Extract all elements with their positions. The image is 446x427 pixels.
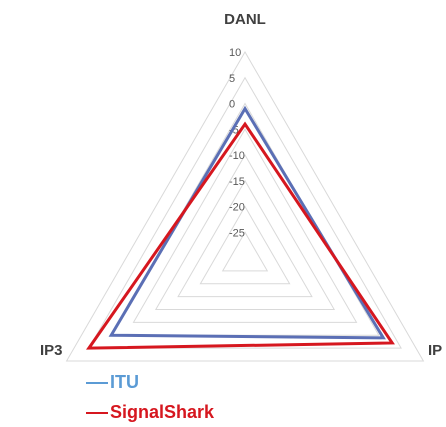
legend-label-itu: ITU <box>110 372 139 392</box>
tick-label: 10 <box>229 47 241 59</box>
grid-ring <box>177 179 313 298</box>
grid-ring <box>65 51 425 362</box>
axis-label-danl: DANL <box>224 11 266 28</box>
grid-ring <box>132 128 358 323</box>
legend-item-itu: ITU <box>86 372 139 393</box>
series-line-itu <box>108 105 386 340</box>
grid-ring <box>199 205 291 285</box>
tick-label: -15 <box>229 176 245 188</box>
grid-ring <box>88 76 402 349</box>
grid-ring <box>110 102 380 336</box>
legend-line-signalshark <box>86 411 108 414</box>
tick-label: 0 <box>229 99 235 111</box>
legend-item-signalshark: SignalShark <box>86 402 214 423</box>
grid-ring <box>154 154 336 310</box>
axis-label-ip: IP <box>428 342 442 359</box>
series-group <box>85 105 395 350</box>
tick-label: 5 <box>229 73 235 85</box>
tick-label: -25 <box>229 227 245 239</box>
tick-label: -10 <box>229 150 245 162</box>
grid-ring <box>221 231 269 272</box>
tick-label: -20 <box>229 202 245 214</box>
legend-line-itu <box>86 381 108 384</box>
axis-label-ip3: IP3 <box>40 342 63 359</box>
legend-label-signalshark: SignalShark <box>110 402 215 422</box>
series-line-signalshark <box>85 121 395 350</box>
